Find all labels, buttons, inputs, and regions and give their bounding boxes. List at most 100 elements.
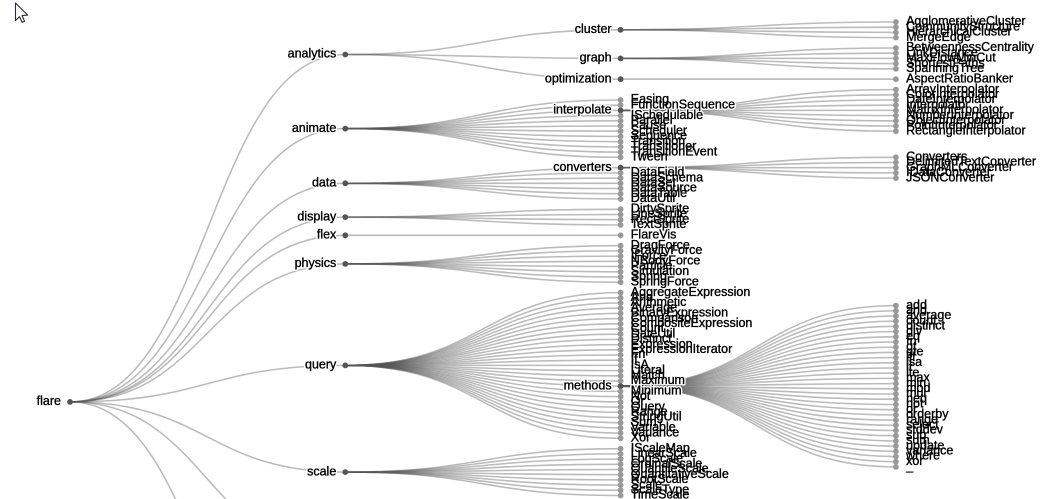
svg-text:Average: Average — [631, 300, 677, 314]
svg-text:AspectRatioBanker: AspectRatioBanker — [906, 71, 1013, 85]
svg-text:MatrixInterpolator: MatrixInterpolator — [906, 103, 1003, 117]
svg-text:and: and — [906, 303, 927, 317]
svg-text:JSONConverter: JSONConverter — [906, 170, 994, 184]
svg-text:DateUtil: DateUtil — [631, 326, 675, 340]
svg-text:Count: Count — [631, 321, 665, 335]
svg-text:Variable: Variable — [631, 420, 676, 434]
svg-text:converters: converters — [553, 160, 611, 174]
svg-text:data: data — [312, 176, 336, 190]
svg-text:lt: lt — [906, 360, 913, 374]
svg-text:display: display — [297, 209, 337, 223]
svg-text:TextSprite: TextSprite — [631, 217, 687, 231]
svg-text:DateUtil: DateUtil — [631, 326, 675, 340]
svg-text:SpanningTree: SpanningTree — [906, 61, 984, 75]
svg-text:optimization: optimization — [545, 71, 612, 85]
svg-text:where: where — [905, 449, 940, 463]
svg-text:ScaleType: ScaleType — [631, 483, 689, 497]
svg-text:_: _ — [905, 459, 914, 473]
svg-text:DragForce: DragForce — [631, 238, 690, 252]
svg-text:Distinct: Distinct — [631, 332, 673, 346]
svg-text:ShortestPaths: ShortestPaths — [906, 56, 985, 70]
svg-text:NumberInterpolator: NumberInterpolator — [906, 108, 1014, 122]
svg-text:MergeEdge: MergeEdge — [906, 30, 971, 44]
svg-text:CommunityStructure: CommunityStructure — [906, 19, 1020, 33]
svg-text:Sequence: Sequence — [631, 129, 687, 143]
svg-text:Minimum: Minimum — [631, 384, 682, 398]
svg-text:Pause: Pause — [631, 118, 666, 132]
svg-text:distinct: distinct — [906, 319, 945, 333]
svg-text:Fn: Fn — [631, 347, 646, 361]
svg-text:lt: lt — [906, 360, 913, 374]
svg-text:not: not — [906, 397, 924, 411]
svg-text:BinaryExpression: BinaryExpression — [631, 306, 728, 320]
svg-text:DataTable: DataTable — [631, 186, 687, 200]
svg-text:cluster: cluster — [575, 22, 612, 36]
svg-text:display: display — [297, 209, 337, 223]
svg-text:ExpressionIterator: ExpressionIterator — [631, 342, 732, 356]
svg-text:DataUtil: DataUtil — [631, 191, 675, 205]
svg-text:animate: animate — [292, 121, 337, 135]
svg-text:If: If — [631, 352, 638, 366]
svg-text:sum: sum — [906, 433, 930, 447]
svg-text:add: add — [906, 298, 927, 312]
svg-text:NumberInterpolator: NumberInterpolator — [906, 108, 1014, 122]
svg-text:Easing: Easing — [631, 92, 669, 106]
svg-text:Or: Or — [631, 394, 645, 408]
svg-text:interpolate: interpolate — [553, 103, 611, 117]
svg-text:Sum: Sum — [631, 415, 657, 429]
svg-text:mul: mul — [906, 386, 926, 400]
svg-text:StringUtil: StringUtil — [631, 410, 682, 424]
svg-text:sub: sub — [906, 428, 926, 442]
svg-text:IForce: IForce — [631, 248, 666, 262]
svg-text:Not: Not — [631, 389, 651, 403]
svg-text:LinearScale: LinearScale — [631, 446, 697, 460]
svg-text:MaxFlowMinCut: MaxFlowMinCut — [906, 51, 996, 65]
svg-text:sum: sum — [906, 433, 930, 447]
svg-text:TextSprite: TextSprite — [631, 217, 687, 231]
svg-text:count: count — [906, 313, 937, 327]
svg-text:stddev: stddev — [906, 423, 944, 437]
svg-text:GraphMLConverter: GraphMLConverter — [906, 160, 1013, 174]
svg-text:mul: mul — [906, 386, 926, 400]
svg-text:LogScale: LogScale — [631, 451, 683, 465]
svg-text:or: or — [906, 402, 917, 416]
svg-text:SpanningTree: SpanningTree — [906, 61, 984, 75]
svg-text:CompositeExpression: CompositeExpression — [631, 316, 753, 330]
svg-text:min: min — [906, 376, 926, 390]
svg-text:Transitioner: Transitioner — [631, 139, 697, 153]
svg-text:neq: neq — [906, 391, 927, 405]
svg-text:Minimum: Minimum — [631, 384, 682, 398]
svg-text:physics: physics — [295, 256, 337, 270]
svg-text:LineSprite: LineSprite — [631, 207, 687, 221]
svg-text:ExpressionIterator: ExpressionIterator — [631, 342, 732, 356]
svg-text:GravityForce: GravityForce — [631, 243, 703, 257]
svg-text:Scale: Scale — [631, 477, 662, 491]
svg-text:and: and — [906, 303, 927, 317]
svg-text:GravityForce: GravityForce — [631, 243, 703, 257]
svg-text:IScaleMap: IScaleMap — [631, 441, 690, 455]
svg-text:xor: xor — [906, 454, 923, 468]
svg-text:ColorInterpolator: ColorInterpolator — [906, 87, 999, 101]
svg-text:Converters: Converters — [906, 150, 967, 164]
svg-text:DataTable: DataTable — [631, 186, 687, 200]
svg-text:DataField: DataField — [631, 165, 685, 179]
svg-text:flex: flex — [317, 228, 337, 242]
svg-text:xor: xor — [906, 454, 923, 468]
svg-text:QuantitativeScale: QuantitativeScale — [631, 467, 729, 481]
svg-text:LinearScale: LinearScale — [631, 446, 697, 460]
svg-text:Maximum: Maximum — [631, 373, 685, 387]
svg-text:DateInterpolator: DateInterpolator — [906, 92, 996, 106]
svg-text:Average: Average — [631, 300, 677, 314]
svg-text:fn: fn — [906, 334, 916, 348]
svg-text:range: range — [906, 412, 938, 426]
svg-text:Easing: Easing — [631, 92, 669, 106]
svg-text:ISchedulable: ISchedulable — [631, 108, 703, 122]
svg-text:NBodyForce: NBodyForce — [631, 254, 701, 268]
svg-text:PointInterpolator: PointInterpolator — [906, 118, 998, 132]
svg-text:DragForce: DragForce — [631, 238, 690, 252]
svg-text:Sequence: Sequence — [631, 129, 687, 143]
svg-text:RectangleInterpolator: RectangleInterpolator — [906, 123, 1026, 137]
svg-text:Scheduler: Scheduler — [631, 123, 687, 137]
svg-text:Range: Range — [631, 405, 668, 419]
svg-text:LineSprite: LineSprite — [631, 207, 687, 221]
